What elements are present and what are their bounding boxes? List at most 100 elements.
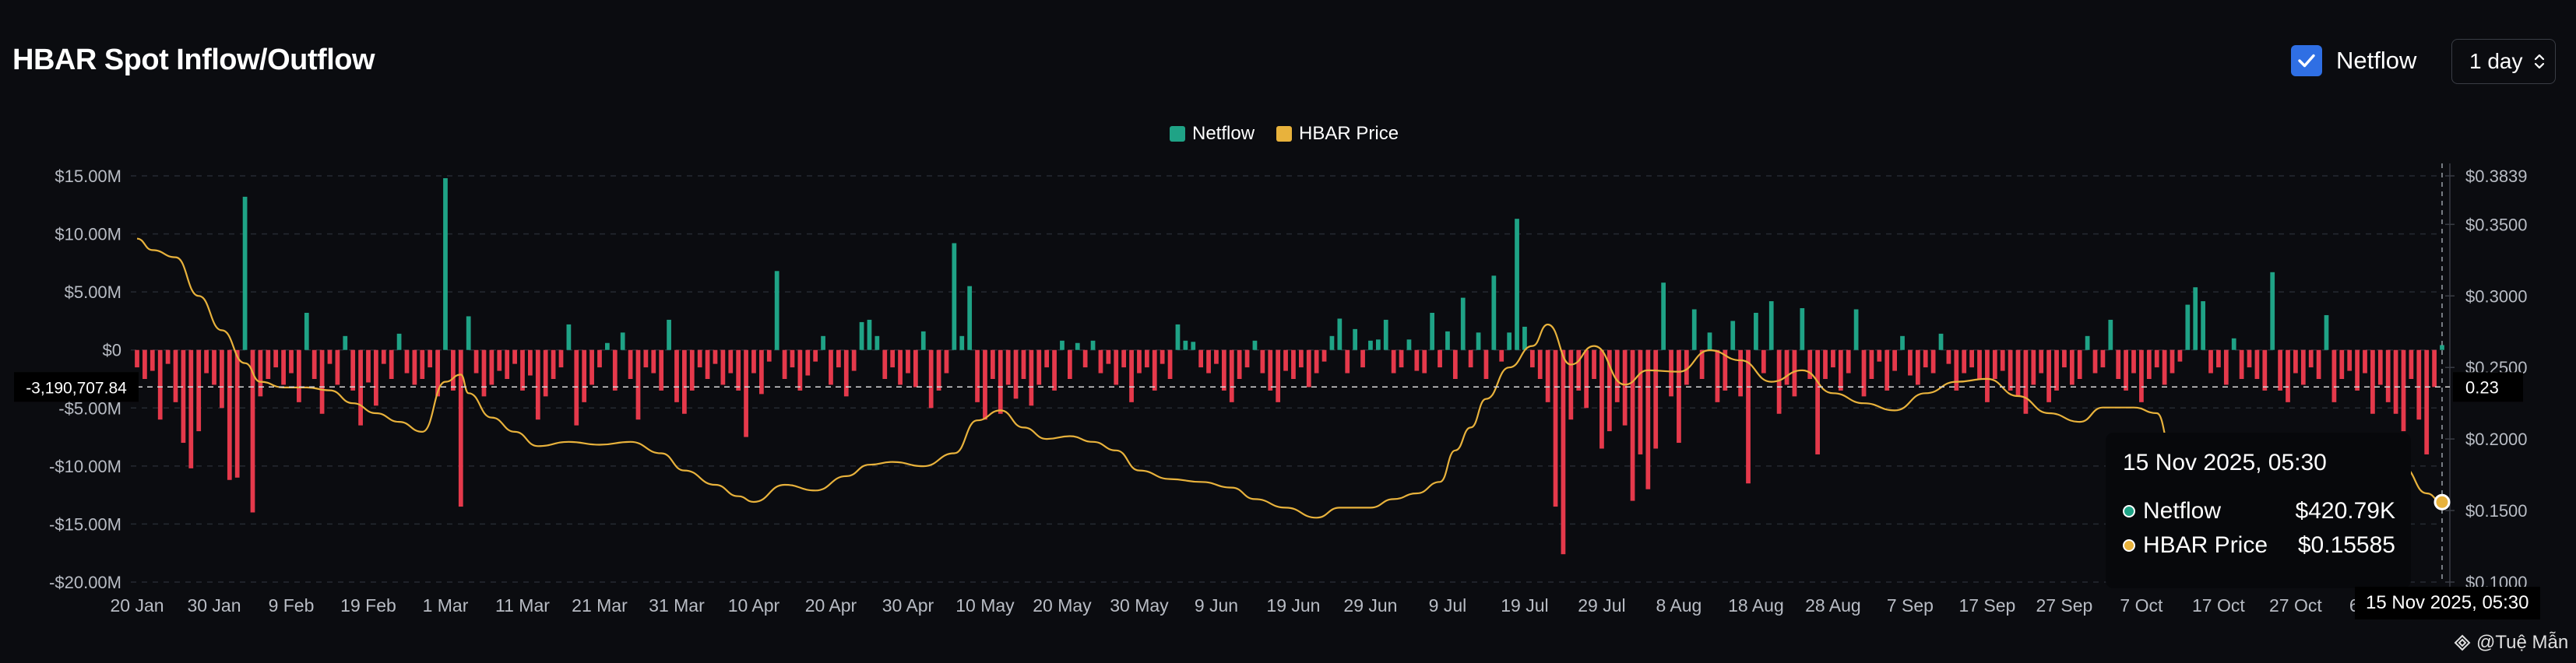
netflow-toggle[interactable]: Netflow bbox=[2291, 45, 2416, 76]
netflow-bar bbox=[1106, 349, 1111, 364]
netflow-bar bbox=[1306, 349, 1311, 388]
netflow-bar bbox=[875, 335, 880, 350]
netflow-bar bbox=[913, 349, 918, 388]
netflow-bar bbox=[234, 349, 240, 478]
netflow-bar bbox=[597, 349, 602, 368]
netflow-bar bbox=[396, 333, 402, 350]
netflow-bar bbox=[1584, 349, 1589, 409]
netflow-bar bbox=[1800, 308, 1805, 350]
netflow-bar bbox=[1684, 349, 1689, 385]
netflow-bar bbox=[605, 342, 610, 350]
netflow-bar bbox=[2139, 349, 2144, 402]
netflow-bar bbox=[311, 349, 317, 379]
netflow-bar bbox=[2270, 272, 2275, 350]
netflow-bar bbox=[319, 349, 325, 414]
netflow-bar bbox=[404, 349, 410, 374]
netflow-bar bbox=[266, 349, 271, 379]
netflow-bar bbox=[466, 316, 471, 350]
netflow-bar bbox=[782, 349, 787, 379]
netflow-bar bbox=[1846, 349, 1851, 374]
netflow-bar bbox=[2216, 349, 2221, 368]
netflow-bar bbox=[366, 349, 371, 383]
netflow-bar bbox=[150, 349, 155, 371]
legend-item-netflow[interactable]: Netflow bbox=[1170, 123, 1255, 145]
netflow-bar bbox=[512, 349, 517, 364]
legend-label-price: HBAR Price bbox=[1299, 123, 1399, 144]
y-right-tick-label: $0.3500 bbox=[2465, 215, 2528, 234]
page-title: HBAR Spot Inflow/Outflow bbox=[12, 44, 375, 76]
netflow-bar bbox=[736, 349, 741, 391]
netflow-bar bbox=[165, 349, 171, 364]
watermark: @Tuệ Mẫn bbox=[2453, 632, 2568, 654]
netflow-bar bbox=[481, 349, 487, 397]
x-tick-label: 27 Sep bbox=[2036, 595, 2092, 616]
netflow-bar bbox=[689, 349, 695, 391]
netflow-bar bbox=[2363, 349, 2367, 374]
netflow-bar bbox=[2054, 349, 2059, 391]
netflow-bar bbox=[744, 349, 748, 437]
netflow-bar bbox=[289, 349, 294, 374]
netflow-bar bbox=[1977, 349, 1982, 379]
x-tick-label: 17 Oct bbox=[2192, 595, 2245, 616]
netflow-bar bbox=[836, 349, 841, 368]
netflow-bar bbox=[2062, 349, 2067, 368]
netflow-bar bbox=[1075, 342, 1080, 350]
netflow-bar bbox=[212, 349, 216, 385]
netflow-bar bbox=[959, 335, 965, 350]
netflow-bar bbox=[551, 349, 556, 379]
netflow-bar bbox=[928, 349, 934, 409]
netflow-bar bbox=[1923, 349, 1928, 368]
x-tick-label: 19 Jun bbox=[1266, 595, 1320, 616]
netflow-bar bbox=[674, 349, 679, 402]
netflow-bar bbox=[1291, 349, 1296, 379]
y-right-tick-label: $0.2000 bbox=[2465, 430, 2528, 449]
legend-label-netflow: Netflow bbox=[1192, 123, 1255, 144]
netflow-bar bbox=[952, 243, 957, 350]
netflow-bar bbox=[574, 349, 579, 426]
netflow-bar bbox=[1144, 349, 1149, 368]
netflow-bar bbox=[851, 349, 857, 371]
netflow-bar bbox=[1606, 349, 1612, 432]
legend-item-price[interactable]: HBAR Price bbox=[1276, 123, 1399, 145]
checkbox-checked-icon[interactable] bbox=[2291, 45, 2322, 76]
netflow-bar bbox=[1060, 340, 1065, 350]
netflow-bar bbox=[1329, 335, 1335, 350]
netflow-bar bbox=[1221, 349, 1226, 391]
netflow-bar bbox=[2231, 338, 2236, 350]
netflow-bar bbox=[843, 349, 849, 397]
netflow-bar bbox=[2424, 349, 2430, 454]
netflow-bar bbox=[2385, 349, 2391, 402]
interval-select[interactable]: 1 day bbox=[2451, 39, 2556, 84]
netflow-bar bbox=[473, 349, 479, 374]
netflow-bar bbox=[1622, 349, 1628, 426]
y-right-tick-label: $0.1500 bbox=[2465, 501, 2528, 521]
netflow-bar bbox=[1375, 339, 1381, 350]
netflow-bar bbox=[1784, 349, 1789, 385]
netflow-bar bbox=[1198, 349, 1204, 368]
netflow-bar bbox=[2146, 349, 2152, 379]
netflow-bar bbox=[720, 349, 726, 385]
netflow-bar bbox=[1353, 328, 1358, 350]
netflow-bar bbox=[528, 349, 533, 376]
tooltip-value-netflow: $420.79K bbox=[2295, 498, 2395, 524]
interval-select-value: 1 day bbox=[2469, 49, 2523, 73]
netflow-bar bbox=[2039, 349, 2044, 374]
netflow-bar bbox=[906, 349, 910, 374]
x-tick-label: 7 Oct bbox=[2120, 595, 2163, 616]
price-hover-dot bbox=[2433, 493, 2451, 510]
netflow-bar bbox=[1090, 340, 1096, 350]
netflow-bar bbox=[374, 349, 378, 406]
netflow-bar bbox=[412, 349, 417, 385]
netflow-bar bbox=[250, 349, 255, 513]
price-dot-icon bbox=[2123, 539, 2135, 552]
netflow-bar bbox=[2008, 349, 2013, 391]
netflow-bar bbox=[1869, 349, 1874, 379]
crosshair-left-label-box bbox=[14, 372, 139, 402]
netflow-bar bbox=[936, 349, 941, 391]
netflow-bar bbox=[2201, 301, 2205, 350]
netflow-bar bbox=[1438, 349, 1442, 368]
netflow-bar bbox=[1807, 349, 1813, 379]
netflow-bar bbox=[1522, 326, 1527, 350]
netflow-bar bbox=[2085, 335, 2090, 350]
